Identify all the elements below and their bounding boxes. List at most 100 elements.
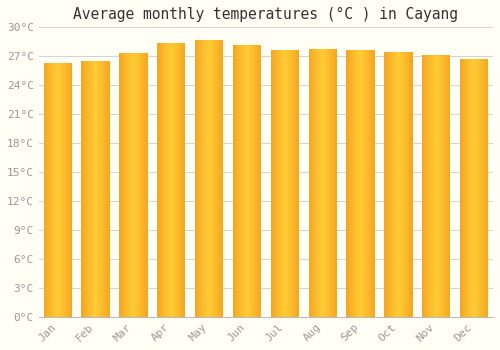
Bar <box>441 55 442 317</box>
Bar <box>99 61 100 317</box>
Bar <box>352 50 353 317</box>
Bar <box>330 49 331 317</box>
Bar <box>436 55 437 317</box>
Bar <box>174 43 176 317</box>
Bar <box>130 53 131 317</box>
Bar <box>214 40 215 317</box>
Bar <box>313 49 314 317</box>
Bar <box>108 61 109 317</box>
Bar <box>247 45 248 317</box>
Bar <box>237 45 238 317</box>
Bar <box>132 53 133 317</box>
Bar <box>308 49 309 317</box>
Bar <box>61 63 62 317</box>
Bar <box>239 45 240 317</box>
Bar <box>355 50 356 317</box>
Bar <box>348 50 349 317</box>
Bar <box>107 61 108 317</box>
Bar <box>298 50 299 317</box>
Bar <box>373 50 374 317</box>
Bar <box>234 45 235 317</box>
Bar <box>250 45 251 317</box>
Bar <box>65 63 66 317</box>
Bar <box>333 49 334 317</box>
Bar <box>410 52 411 317</box>
Bar <box>102 61 103 317</box>
Bar <box>251 45 252 317</box>
Bar <box>71 63 72 317</box>
Bar <box>70 63 71 317</box>
Bar <box>405 52 406 317</box>
Bar <box>139 53 140 317</box>
Bar <box>62 63 63 317</box>
Bar <box>387 52 388 317</box>
Bar <box>469 59 470 317</box>
Bar <box>336 49 337 317</box>
Bar <box>335 49 336 317</box>
Bar <box>122 53 123 317</box>
Bar <box>181 43 182 317</box>
Bar <box>48 63 49 317</box>
Bar <box>271 50 272 317</box>
Bar <box>219 40 220 317</box>
Bar <box>235 45 236 317</box>
Bar <box>131 53 132 317</box>
Bar <box>163 43 164 317</box>
Bar <box>408 52 409 317</box>
Bar <box>329 49 330 317</box>
Bar <box>369 50 370 317</box>
Bar <box>484 59 485 317</box>
Bar <box>172 43 173 317</box>
Bar <box>236 45 237 317</box>
Bar <box>141 53 142 317</box>
Bar <box>82 61 83 317</box>
Bar <box>292 50 293 317</box>
Bar <box>207 40 208 317</box>
Bar <box>45 63 46 317</box>
Bar <box>68 63 69 317</box>
Bar <box>428 55 429 317</box>
Bar <box>157 43 158 317</box>
Bar <box>53 63 54 317</box>
Bar <box>166 43 167 317</box>
Bar <box>477 59 478 317</box>
Bar <box>279 50 280 317</box>
Bar <box>47 63 48 317</box>
Bar <box>409 52 410 317</box>
Bar <box>66 63 67 317</box>
Bar <box>385 52 386 317</box>
Bar <box>241 45 242 317</box>
Bar <box>220 40 221 317</box>
Bar <box>244 45 246 317</box>
Bar <box>146 53 147 317</box>
Bar <box>246 45 247 317</box>
Bar <box>179 43 180 317</box>
Bar <box>127 53 128 317</box>
Bar <box>274 50 275 317</box>
Bar <box>309 49 310 317</box>
Bar <box>287 50 288 317</box>
Bar <box>183 43 184 317</box>
Bar <box>403 52 404 317</box>
Bar <box>67 63 68 317</box>
Bar <box>320 49 321 317</box>
Bar <box>472 59 473 317</box>
Bar <box>69 63 70 317</box>
Bar <box>360 50 361 317</box>
Bar <box>59 63 60 317</box>
Bar <box>216 40 217 317</box>
Bar <box>476 59 477 317</box>
Bar <box>480 59 481 317</box>
Bar <box>295 50 296 317</box>
Bar <box>288 50 289 317</box>
Bar <box>284 50 285 317</box>
Bar <box>286 50 287 317</box>
Bar <box>46 63 47 317</box>
Bar <box>435 55 436 317</box>
Bar <box>104 61 105 317</box>
Bar <box>374 50 375 317</box>
Bar <box>258 45 259 317</box>
Bar <box>446 55 447 317</box>
Bar <box>159 43 160 317</box>
Bar <box>198 40 199 317</box>
